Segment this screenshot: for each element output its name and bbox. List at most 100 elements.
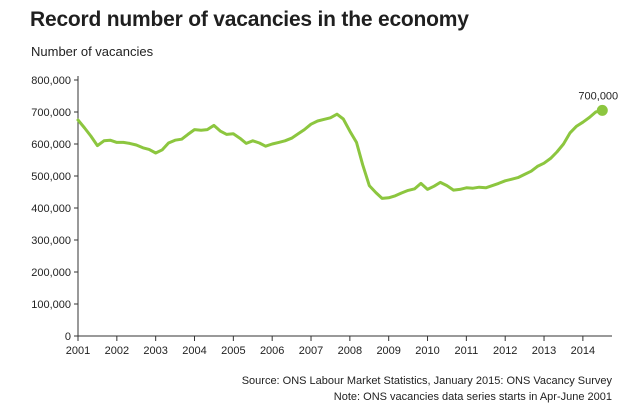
data-point: [193, 128, 196, 131]
x-tick-label: 2009: [376, 345, 400, 357]
axes: [77, 76, 612, 337]
data-point: [497, 182, 500, 185]
x-axis-ticks: 2001 2002 2003 2004 2005 2006 2007 2008 2009 2010…: [66, 336, 595, 357]
data-point: [148, 148, 150, 151]
x-tick-label: 2013: [532, 345, 556, 357]
x-tick-label: 2007: [299, 345, 323, 357]
data-point: [375, 191, 377, 194]
data-point: [556, 151, 558, 153]
y-tick-label: 300,000: [31, 235, 71, 247]
data-point: [103, 140, 105, 142]
vacancies-series-line: [76, 108, 604, 200]
x-tick-label: 2006: [260, 345, 284, 357]
data-point: [413, 188, 416, 190]
data-point: [271, 143, 274, 145]
data-point: [465, 187, 468, 189]
data-point: [90, 135, 92, 137]
data-point: [232, 133, 235, 135]
data-point: [485, 187, 487, 189]
x-tick-label: 2008: [338, 345, 362, 357]
data-point: [400, 192, 403, 194]
data-point: [154, 152, 157, 154]
data-point: [452, 189, 455, 191]
data-point: [530, 170, 532, 172]
data-point: [368, 184, 371, 187]
data-point: [349, 130, 351, 132]
y-tick-label: 200,000: [31, 267, 71, 279]
x-tick-label: 2003: [143, 345, 167, 357]
data-point: [582, 121, 584, 123]
chart-title: Record number of vacancies in the econom…: [30, 8, 469, 31]
series-group: [76, 108, 604, 200]
data-point: [323, 118, 325, 121]
y-tick-label: 100,000: [31, 299, 71, 311]
data-point: [219, 130, 222, 132]
data-point: [504, 180, 507, 182]
y-tick-label: 700,000: [31, 107, 71, 119]
data-point: [562, 143, 565, 145]
data-point: [278, 141, 280, 144]
data-point: [225, 133, 228, 136]
data-point: [297, 133, 300, 135]
data-point: [426, 188, 429, 191]
data-point: [407, 189, 409, 192]
x-tick-label: 2005: [221, 345, 245, 357]
data-point: [245, 142, 247, 145]
data-point: [239, 137, 241, 139]
data-point: [569, 132, 571, 134]
data-point: [290, 137, 293, 139]
data-point: [316, 120, 319, 122]
x-tick-label: 2002: [105, 345, 129, 357]
data-point: [303, 128, 306, 131]
data-point: [394, 195, 397, 197]
y-axis-label: Number of vacancies: [31, 44, 154, 59]
data-point: [588, 116, 591, 119]
data-note: Note: ONS vacancies data series starts i…: [333, 391, 612, 403]
data-point: [252, 140, 254, 142]
data-point: [478, 186, 481, 188]
data-point: [174, 139, 176, 141]
data-point: [543, 162, 545, 164]
data-point: [77, 119, 79, 121]
data-point: [446, 184, 448, 187]
data-point: [342, 118, 345, 120]
data-point: [536, 165, 539, 168]
data-point: [459, 188, 461, 191]
x-tick-label: 2010: [415, 345, 439, 357]
data-point: [264, 145, 267, 147]
data-point: [206, 128, 209, 131]
data-point: [116, 141, 118, 144]
y-tick-label: 0: [65, 331, 71, 343]
data-point: [122, 141, 125, 144]
y-tick-label: 500,000: [31, 171, 71, 183]
latest-value-label: 700,000: [578, 90, 618, 102]
y-tick-label: 800,000: [31, 75, 71, 87]
data-point: [284, 140, 286, 142]
data-point: [213, 124, 215, 127]
data-point: [83, 127, 86, 129]
data-point: [575, 125, 578, 128]
x-tick-label: 2012: [493, 345, 517, 357]
data-point: [420, 182, 422, 185]
y-tick-label: 600,000: [31, 139, 71, 151]
data-point: [381, 197, 383, 200]
data-point: [472, 187, 474, 189]
data-point: [109, 139, 111, 141]
x-tick-label: 2004: [182, 345, 206, 357]
data-point: [517, 176, 519, 179]
data-point: [433, 185, 435, 187]
data-point: [361, 164, 364, 166]
data-point: [355, 141, 358, 144]
x-tick-label: 2001: [66, 345, 90, 357]
data-point: [336, 113, 338, 115]
x-tick-label: 2011: [455, 345, 479, 357]
annotations: 700,000: [578, 90, 618, 116]
data-point: [187, 133, 189, 136]
data-point: [258, 142, 261, 144]
data-point: [439, 181, 442, 184]
data-point: [511, 178, 513, 180]
source-note: Source: ONS Labour Market Statistics, Ja…: [241, 375, 612, 387]
data-point: [329, 117, 332, 119]
data-point: [167, 142, 170, 144]
